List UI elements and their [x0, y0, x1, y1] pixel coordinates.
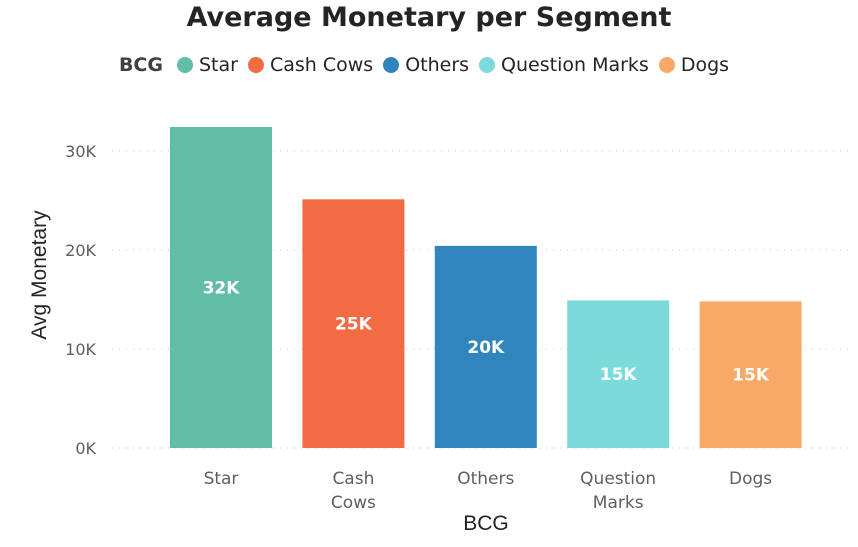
- x-tick-label: Dogs: [729, 469, 772, 489]
- legend-label: Others: [405, 54, 470, 76]
- legend-label: Dogs: [680, 54, 730, 76]
- legend-item-dogs[interactable]: Dogs: [658, 54, 730, 76]
- x-tick-label: Star: [204, 469, 239, 489]
- bar: [699, 301, 802, 448]
- y-tick-label: 20K: [65, 241, 96, 260]
- bar: [567, 300, 670, 448]
- legend-item-cash-cows[interactable]: Cash Cows: [247, 54, 374, 76]
- legend-dot: [479, 57, 496, 73]
- x-axis-label: BCG: [463, 512, 509, 535]
- legend-dot: [176, 57, 193, 73]
- x-tick-label: Cash: [332, 469, 374, 489]
- data-label: 20K: [467, 338, 505, 358]
- data-label: 15K: [732, 366, 770, 386]
- legend-item-question-marks[interactable]: Question Marks: [479, 54, 649, 76]
- data-label: 25K: [335, 315, 373, 335]
- legend-dot: [383, 57, 400, 73]
- data-label: 15K: [600, 365, 638, 385]
- legend-label: Cash Cows: [269, 54, 374, 76]
- x-tick-label: Question: [580, 469, 656, 489]
- data-label: 32K: [203, 279, 241, 299]
- y-tick-label: 30K: [65, 142, 96, 161]
- legend: BCG Star Cash Cows Others Question Marks…: [0, 54, 858, 76]
- y-axis-label: Avg Monetary: [28, 210, 51, 340]
- legend-label: Star: [198, 54, 238, 76]
- x-tick-label: Marks: [593, 493, 644, 513]
- bar: [170, 127, 272, 448]
- legend-label: Question Marks: [501, 54, 649, 76]
- legend-item-others[interactable]: Others: [383, 54, 469, 76]
- bar: [302, 199, 405, 448]
- bar: [434, 245, 537, 448]
- x-tick-label: Cows: [331, 493, 376, 513]
- chart-title: Average Monetary per Segment: [186, 2, 672, 33]
- y-tick-label: 0K: [75, 439, 96, 458]
- legend-dot: [247, 57, 264, 73]
- legend-item-star[interactable]: Star: [176, 54, 238, 76]
- x-tick-label: Others: [457, 469, 514, 489]
- legend-dot: [658, 57, 675, 73]
- y-tick-label: 10K: [65, 340, 96, 359]
- legend-title: BCG: [118, 54, 163, 76]
